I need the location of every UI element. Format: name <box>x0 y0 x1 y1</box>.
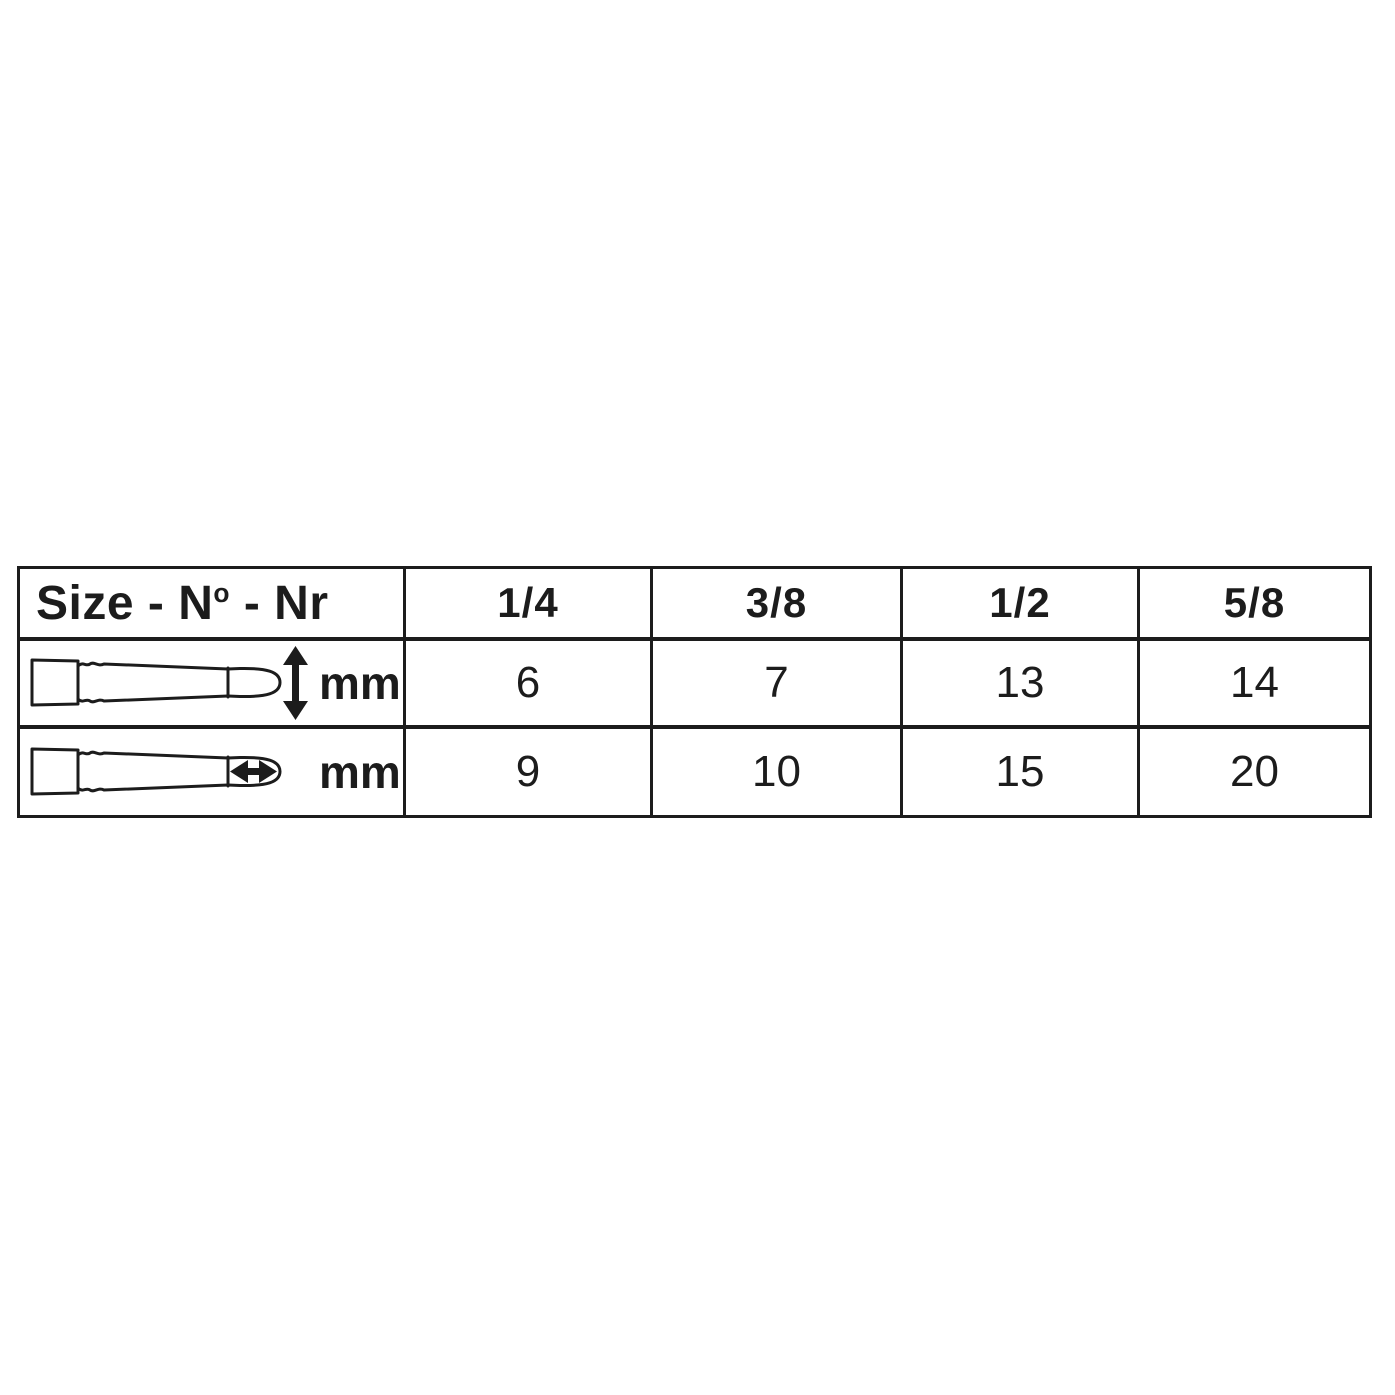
table-row-tip-width: mm 9 10 15 20 <box>17 725 1372 818</box>
brush-tip-outline <box>226 666 282 699</box>
brush-size-table: Size - No - Nr 1/4 3/8 1/2 5/8 <box>17 566 1372 818</box>
column-header-3-8: 3/8 <box>650 566 903 641</box>
brush-handle-top-edge <box>76 750 230 760</box>
header-row: Size - No - Nr 1/4 3/8 1/2 5/8 <box>17 566 1372 641</box>
brush-tip-outline <box>226 755 282 788</box>
vertical-double-arrow-icon <box>283 646 308 720</box>
size-header-suffix: - Nr <box>230 576 329 630</box>
table-cell-width-1-2: 15 <box>900 725 1140 818</box>
size-header-label: Size - No - Nr <box>36 577 329 630</box>
row-label-cell-tip-height: mm <box>17 637 406 729</box>
unit-label: mm <box>319 657 401 709</box>
table-cell-height-3-8: 7 <box>650 637 903 729</box>
table-cell-width-1-4: 9 <box>403 725 653 818</box>
brush-tip-height-icon <box>30 646 308 720</box>
column-header-1-2: 1/2 <box>900 566 1140 641</box>
horizontal-double-arrow-icon <box>230 760 277 783</box>
brush-handle-butt <box>30 747 80 796</box>
unit-label: mm <box>319 746 401 798</box>
brush-handle-bottom-edge <box>76 783 230 793</box>
size-header-prefix: Size - N <box>36 576 214 630</box>
row-label-cell-tip-width: mm <box>17 725 406 818</box>
table-cell-width-5-8: 20 <box>1137 725 1372 818</box>
table-row-tip-height: mm 6 7 13 14 <box>17 637 1372 729</box>
row-label-content: mm <box>20 734 403 810</box>
column-header-5-8: 5/8 <box>1137 566 1372 641</box>
size-header-sup: o <box>213 577 230 608</box>
brush-handle-butt <box>30 658 80 707</box>
table-cell-height-1-4: 6 <box>403 637 653 729</box>
brush-handle-top-edge <box>76 661 230 671</box>
column-header-1-4: 1/4 <box>403 566 653 641</box>
table-cell-height-5-8: 14 <box>1137 637 1372 729</box>
brush-handle-bottom-edge <box>76 694 230 704</box>
table-cell-height-1-2: 13 <box>900 637 1140 729</box>
row-label-content: mm <box>20 645 403 721</box>
table-cell-width-3-8: 10 <box>650 725 903 818</box>
brush-tip-width-icon <box>30 747 282 796</box>
size-header-cell: Size - No - Nr <box>17 566 406 641</box>
